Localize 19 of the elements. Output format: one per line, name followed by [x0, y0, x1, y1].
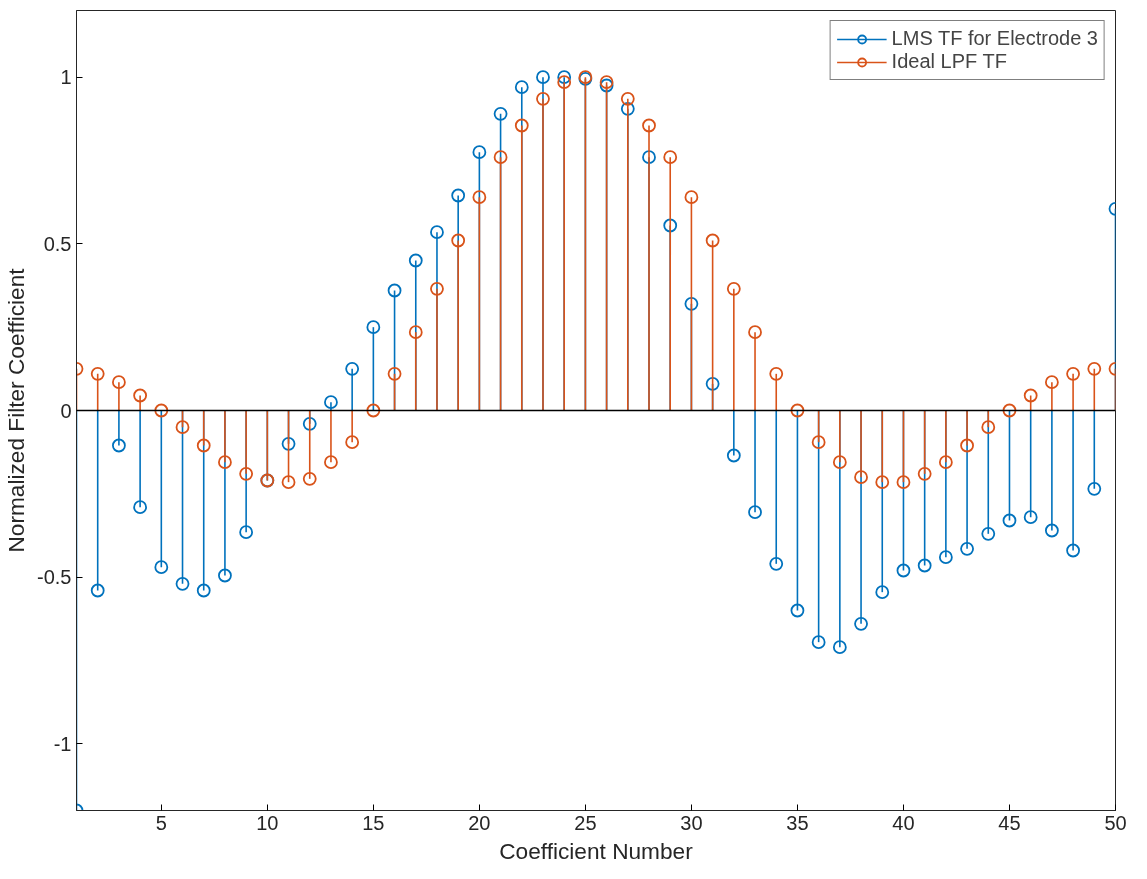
x-tick-label: 5: [155, 811, 167, 834]
x-tick-label: 10: [256, 811, 279, 834]
x-tick-label: 45: [998, 811, 1021, 834]
x-tick-label: 15: [362, 811, 385, 834]
y-tick-label: 1: [60, 66, 72, 89]
x-tick-label: 40: [892, 811, 915, 834]
x-axis-title: Coefficient Number: [499, 837, 694, 864]
x-tick-label: 50: [1104, 811, 1127, 834]
y-tick-label: -0.5: [37, 566, 72, 589]
y-axis-title: Normalized Filter Coefficient: [3, 267, 30, 553]
y-tick-label: -1: [53, 732, 72, 755]
legend-label: LMS TF for Electrode 3: [891, 27, 1098, 50]
y-tick-label: 0: [60, 399, 72, 422]
x-tick-label: 35: [786, 811, 809, 834]
x-tick-label: 25: [574, 811, 597, 834]
y-tick-label: 0.5: [43, 232, 72, 255]
legend-label: Ideal LPF TF: [891, 50, 1007, 73]
x-tick-label: 30: [680, 811, 703, 834]
x-tick-label: 20: [468, 811, 491, 834]
